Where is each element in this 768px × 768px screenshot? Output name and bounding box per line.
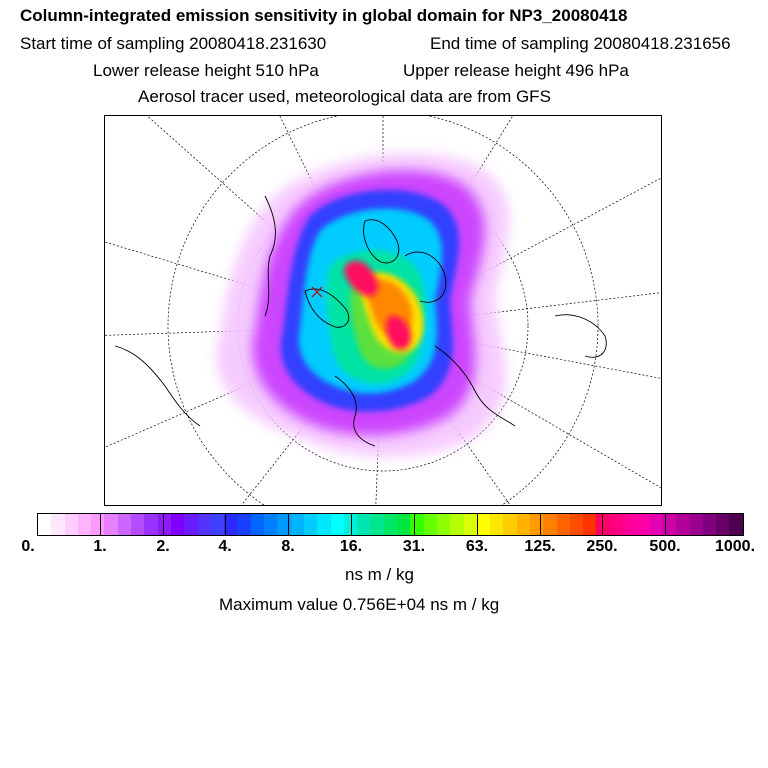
colorbar-swatch <box>583 514 597 535</box>
colorbar-units: ns m / kg <box>345 565 414 584</box>
colorbar-swatch <box>410 514 424 535</box>
colorbar-swatch <box>503 514 517 535</box>
colorbar-swatch <box>529 514 544 535</box>
colorbar-swatch <box>596 514 610 535</box>
colorbar-swatch <box>490 514 504 535</box>
colorbar-label: 0. <box>21 538 35 555</box>
colorbar-swatch <box>636 514 650 535</box>
emission-plume <box>216 153 509 457</box>
colorbar-swatch <box>463 514 477 535</box>
colorbar-swatch <box>662 514 677 535</box>
colorbar-swatch <box>277 514 291 535</box>
colorbar-tick <box>288 513 289 536</box>
colorbar-swatch <box>397 514 411 535</box>
colorbar-swatch <box>290 514 304 535</box>
upper-height-label: Upper release height 496 hPa <box>403 61 629 80</box>
colorbar-swatch <box>197 514 211 535</box>
sensitivity-map <box>104 115 662 506</box>
colorbar-swatch <box>702 514 717 535</box>
colorbar-swatch <box>64 514 78 535</box>
colorbar-swatch <box>676 514 690 535</box>
colorbar-label: 500. <box>649 538 681 555</box>
end-time-label: End time of sampling 20080418.231656 <box>430 34 731 53</box>
colorbar-label: 250. <box>586 538 618 555</box>
tracer-info-label: Aerosol tracer used, meteorological data… <box>138 87 551 106</box>
colorbar-label: 4. <box>218 538 232 555</box>
colorbar-tick <box>665 513 666 536</box>
colorbar-swatch <box>77 514 92 535</box>
colorbar-swatch <box>729 514 743 535</box>
colorbar-swatch <box>38 514 52 535</box>
colorbar-swatch <box>649 514 663 535</box>
colorbar-swatch <box>343 514 358 535</box>
colorbar-tick <box>414 513 415 536</box>
colorbar-tick <box>163 513 164 536</box>
colorbar-swatch <box>543 514 557 535</box>
colorbar <box>37 513 744 536</box>
colorbar-label: 8. <box>281 538 295 555</box>
colorbar-label: 1000. <box>714 538 756 555</box>
colorbar-swatch <box>51 514 65 535</box>
colorbar-swatch <box>450 514 464 535</box>
colorbar-swatch <box>716 514 730 535</box>
colorbar-swatch <box>436 514 451 535</box>
colorbar-swatch <box>357 514 371 535</box>
colorbar-swatch <box>516 514 530 535</box>
colorbar-swatch <box>117 514 132 535</box>
colorbar-swatch <box>144 514 158 535</box>
colorbar-label: 1. <box>93 538 107 555</box>
colorbar-tick <box>351 513 352 536</box>
colorbar-swatch <box>689 514 703 535</box>
colorbar-swatch <box>131 514 145 535</box>
plume-layer-red <box>344 260 378 297</box>
colorbar-swatch <box>370 514 384 535</box>
colorbar-label: 16. <box>339 538 363 555</box>
maximum-value-label: Maximum value 0.756E+04 ns m / kg <box>219 595 500 614</box>
colorbar-swatch <box>91 514 105 535</box>
colorbar-tick <box>477 513 478 536</box>
colorbar-swatch <box>184 514 198 535</box>
colorbar-swatch <box>170 514 185 535</box>
colorbar-swatch <box>383 514 398 535</box>
colorbar-swatch <box>224 514 238 535</box>
colorbar-swatch <box>250 514 265 535</box>
colorbar-swatch <box>556 514 570 535</box>
lower-height-label: Lower release height 510 hPa <box>93 61 319 80</box>
colorbar-swatch <box>330 514 344 535</box>
colorbar-swatch <box>210 514 225 535</box>
colorbar-tick <box>540 513 541 536</box>
colorbar-tick <box>602 513 603 536</box>
map-canvas <box>105 116 661 505</box>
colorbar-swatch <box>609 514 624 535</box>
colorbar-swatch <box>264 514 278 535</box>
colorbar-swatch <box>303 514 318 535</box>
colorbar-tick <box>225 513 226 536</box>
colorbar-swatch <box>623 514 637 535</box>
colorbar-swatch <box>423 514 437 535</box>
colorbar-label: 2. <box>156 538 170 555</box>
colorbar-swatch <box>569 514 584 535</box>
colorbar-label: 125. <box>524 538 556 555</box>
colorbar-swatch <box>157 514 171 535</box>
colorbar-swatch <box>237 514 251 535</box>
start-time-label: Start time of sampling 20080418.231630 <box>20 34 327 53</box>
release-point-marker <box>311 286 323 298</box>
coastlines <box>114 195 607 447</box>
figure-title: Column-integrated emission sensitivity i… <box>20 6 628 25</box>
colorbar-swatch <box>104 514 118 535</box>
colorbar-tick <box>100 513 101 536</box>
plume-layer-red-core <box>386 315 411 350</box>
colorbar-swatch <box>317 514 331 535</box>
colorbar-swatch <box>476 514 491 535</box>
colorbar-label: 31. <box>402 538 426 555</box>
colorbar-label: 63. <box>465 538 489 555</box>
